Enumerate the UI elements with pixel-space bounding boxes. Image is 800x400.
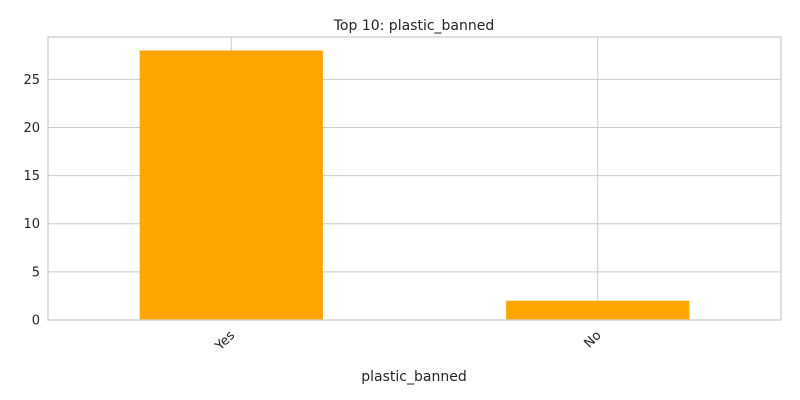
x-tick-label: No [581, 328, 604, 351]
y-tick-label: 15 [23, 169, 40, 184]
x-tick-label: Yes [212, 328, 238, 354]
chart-title: Top 10: plastic_banned [333, 18, 495, 34]
x-axis-label: plastic_banned [361, 369, 466, 385]
bar-yes [139, 50, 323, 320]
y-tick-labels: 0 5 10 15 20 25 [23, 73, 40, 329]
x-tick-labels: Yes No [212, 328, 605, 354]
y-tick-label: 25 [23, 73, 40, 88]
y-tick-label: 5 [32, 265, 40, 280]
bars [139, 50, 690, 320]
bar-no [506, 300, 690, 320]
plot-frame [47, 36, 782, 321]
y-tick-label: 0 [32, 314, 40, 329]
y-tick-label: 10 [23, 217, 40, 232]
y-tick-label: 20 [23, 121, 40, 136]
